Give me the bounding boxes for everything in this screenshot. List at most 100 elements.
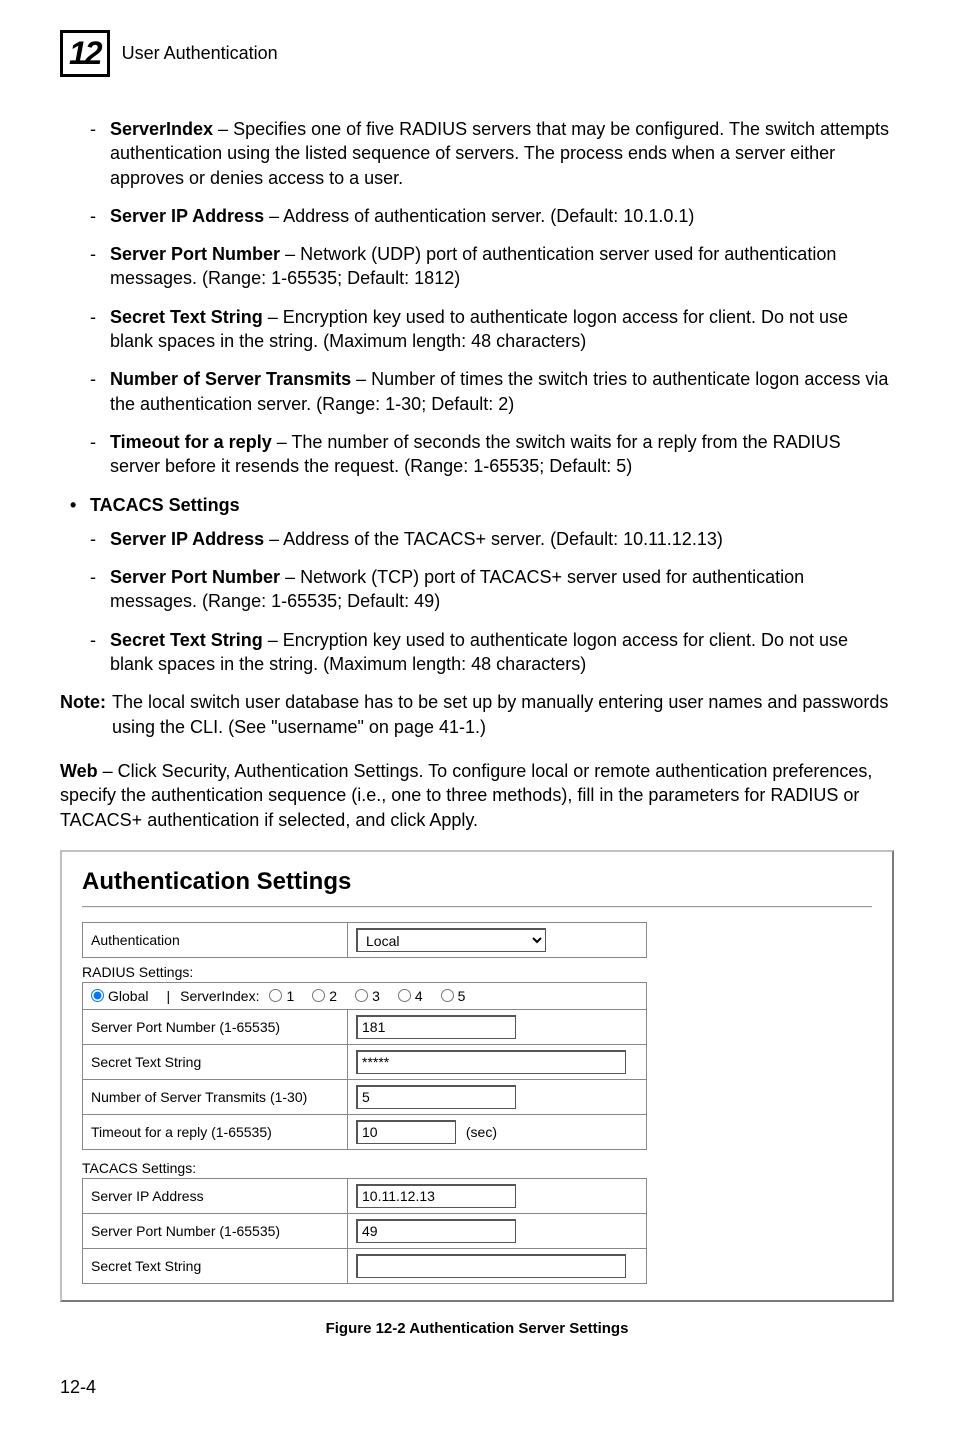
auth-label: Authentication bbox=[83, 922, 348, 957]
radio-4-label: 4 bbox=[415, 988, 423, 1004]
secret-label: Secret Text String bbox=[83, 1044, 348, 1079]
term-server-ip: Server IP Address bbox=[110, 206, 264, 226]
list-item: Server Port Number – Network (TCP) port … bbox=[90, 565, 894, 614]
radio-2-input[interactable] bbox=[312, 989, 325, 1002]
term-serverindex: ServerIndex bbox=[110, 119, 213, 139]
radio-3[interactable]: 3 bbox=[355, 988, 380, 1004]
tacacs-port-cell bbox=[348, 1213, 647, 1248]
table-row: Secret Text String bbox=[83, 1248, 647, 1283]
web-text: – Click Security, Authentication Setting… bbox=[60, 761, 872, 830]
term-secret: Secret Text String bbox=[110, 307, 263, 327]
auth-value-cell: Local bbox=[348, 922, 647, 957]
web-paragraph: Web – Click Security, Authentication Set… bbox=[60, 759, 894, 832]
radio-1[interactable]: 1 bbox=[269, 988, 294, 1004]
transmits-value-cell bbox=[348, 1079, 647, 1114]
tacacs-table: Server IP Address Server Port Number (1-… bbox=[82, 1178, 647, 1284]
list-item: Secret Text String – Encryption key used… bbox=[90, 305, 894, 354]
list-item: Server IP Address – Address of the TACAC… bbox=[90, 527, 894, 551]
radio-2-label: 2 bbox=[329, 988, 337, 1004]
radio-global-input[interactable] bbox=[91, 989, 104, 1002]
note-block: Note: The local switch user database has… bbox=[60, 690, 894, 739]
tacacs-settings-list: Server IP Address – Address of the TACAC… bbox=[90, 527, 894, 676]
text: – Specifies one of five RADIUS servers t… bbox=[110, 119, 889, 188]
table-row: Server Port Number (1-65535) bbox=[83, 1213, 647, 1248]
transmits-input[interactable] bbox=[356, 1085, 516, 1109]
port-label: Server Port Number (1-65535) bbox=[83, 1009, 348, 1044]
serverindex-sep: | bbox=[166, 988, 170, 1004]
list-item: Server Port Number – Network (UDP) port … bbox=[90, 242, 894, 291]
radio-4[interactable]: 4 bbox=[398, 988, 423, 1004]
text: – Address of authentication server. (Def… bbox=[264, 206, 694, 226]
table-row: Authentication Local bbox=[83, 922, 647, 957]
list-item: TACACS Settings Server IP Address – Addr… bbox=[70, 493, 894, 677]
serverindex-row: Global | ServerIndex: 1 2 3 4 5 bbox=[83, 982, 647, 1009]
figure-caption: Figure 12-2 Authentication Server Settin… bbox=[60, 1320, 894, 1337]
transmits-label: Number of Server Transmits (1-30) bbox=[83, 1079, 348, 1114]
term-tacacs-port: Server Port Number bbox=[110, 567, 280, 587]
table-row: Server IP Address bbox=[83, 1178, 647, 1213]
port-input[interactable] bbox=[356, 1015, 516, 1039]
table-row: Timeout for a reply (1-65535) (sec) bbox=[83, 1114, 647, 1149]
tacacs-port-input[interactable] bbox=[356, 1219, 516, 1243]
radio-4-input[interactable] bbox=[398, 989, 411, 1002]
radio-global[interactable]: Global bbox=[91, 988, 148, 1004]
tacacs-secret-input[interactable] bbox=[356, 1254, 626, 1278]
tacacs-ip-label: Server IP Address bbox=[83, 1178, 348, 1213]
radius-table: Global | ServerIndex: 1 2 3 4 5 Server P… bbox=[82, 982, 647, 1150]
radio-5-label: 5 bbox=[458, 988, 466, 1004]
chapter-number-badge: 12 bbox=[60, 30, 110, 77]
radio-1-label: 1 bbox=[286, 988, 294, 1004]
timeout-unit: (sec) bbox=[466, 1124, 497, 1140]
radio-1-input[interactable] bbox=[269, 989, 282, 1002]
tacacs-ip-input[interactable] bbox=[356, 1184, 516, 1208]
radio-5[interactable]: 5 bbox=[441, 988, 466, 1004]
tacacs-secret-label: Secret Text String bbox=[83, 1248, 348, 1283]
radius-settings-list: ServerIndex – Specifies one of five RADI… bbox=[90, 117, 894, 479]
timeout-input[interactable] bbox=[356, 1120, 456, 1144]
radio-5-input[interactable] bbox=[441, 989, 454, 1002]
list-item: ServerIndex – Specifies one of five RADI… bbox=[90, 117, 894, 190]
tacacs-ip-cell bbox=[348, 1178, 647, 1213]
tacacs-secret-cell bbox=[348, 1248, 647, 1283]
tacacs-section-label: TACACS Settings: bbox=[82, 1160, 872, 1176]
tacacs-heading: TACACS Settings bbox=[90, 495, 240, 515]
tacacs-heading-list: TACACS Settings Server IP Address – Addr… bbox=[70, 493, 894, 677]
list-item: Secret Text String – Encryption key used… bbox=[90, 628, 894, 677]
tacacs-port-label: Server Port Number (1-65535) bbox=[83, 1213, 348, 1248]
table-row: Server Port Number (1-65535) bbox=[83, 1009, 647, 1044]
radio-3-input[interactable] bbox=[355, 989, 368, 1002]
chapter-title: User Authentication bbox=[122, 43, 278, 64]
term-tacacs-secret: Secret Text String bbox=[110, 630, 263, 650]
radius-section-label: RADIUS Settings: bbox=[82, 964, 872, 980]
timeout-label: Timeout for a reply (1-65535) bbox=[83, 1114, 348, 1149]
web-term: Web bbox=[60, 761, 98, 781]
auth-table: Authentication Local bbox=[82, 922, 647, 958]
port-value-cell bbox=[348, 1009, 647, 1044]
page-number: 12-4 bbox=[60, 1377, 894, 1398]
radio-3-label: 3 bbox=[372, 988, 380, 1004]
timeout-value-cell: (sec) bbox=[348, 1114, 647, 1149]
secret-input[interactable] bbox=[356, 1050, 626, 1074]
term-transmits: Number of Server Transmits bbox=[110, 369, 351, 389]
screenshot-title: Authentication Settings bbox=[82, 868, 872, 896]
note-label: Note: bbox=[60, 690, 106, 739]
auth-select[interactable]: Local bbox=[356, 928, 546, 952]
radio-global-label: Global bbox=[108, 988, 148, 1004]
secret-value-cell bbox=[348, 1044, 647, 1079]
table-row: Global | ServerIndex: 1 2 3 4 5 bbox=[83, 982, 647, 1009]
divider bbox=[82, 906, 872, 908]
table-row: Number of Server Transmits (1-30) bbox=[83, 1079, 647, 1114]
list-item: Timeout for a reply – The number of seco… bbox=[90, 430, 894, 479]
radio-2[interactable]: 2 bbox=[312, 988, 337, 1004]
note-text: The local switch user database has to be… bbox=[112, 690, 894, 739]
term-tacacs-ip: Server IP Address bbox=[110, 529, 264, 549]
table-row: Secret Text String bbox=[83, 1044, 647, 1079]
list-item: Server IP Address – Address of authentic… bbox=[90, 204, 894, 228]
text: – Address of the TACACS+ server. (Defaul… bbox=[264, 529, 723, 549]
auth-settings-screenshot: Authentication Settings Authentication L… bbox=[60, 850, 894, 1302]
page-header: 12 User Authentication bbox=[60, 30, 894, 77]
serverindex-label: ServerIndex: bbox=[180, 988, 259, 1004]
term-timeout: Timeout for a reply bbox=[110, 432, 272, 452]
list-item: Number of Server Transmits – Number of t… bbox=[90, 367, 894, 416]
term-server-port: Server Port Number bbox=[110, 244, 280, 264]
